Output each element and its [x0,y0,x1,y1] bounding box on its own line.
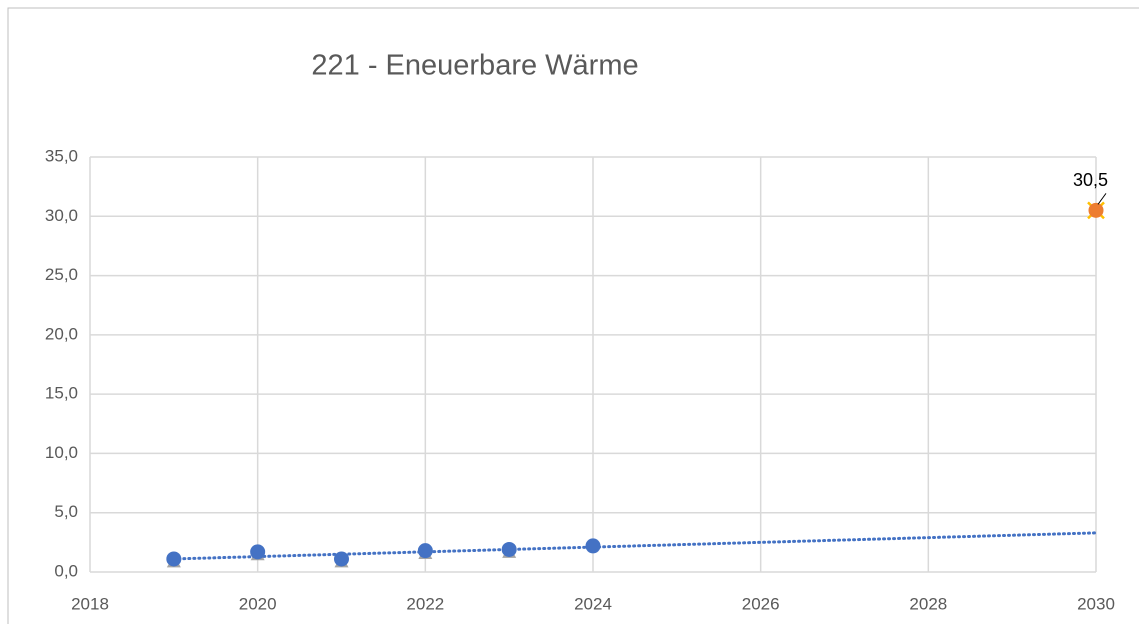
y-tick-label: 30,0 [45,206,78,225]
trend-line [172,531,1098,561]
point [334,551,349,567]
y-tick-label: 10,0 [45,443,78,462]
label-leader [1097,193,1107,205]
y-tick-label: 25,0 [45,265,78,284]
y-tick-label: 5,0 [54,502,78,521]
x-tick-label: 2026 [742,594,780,613]
x-tick-label: 2030 [1077,594,1115,613]
x-tick-label: 2018 [71,594,109,613]
x-tick-label: 2024 [574,594,612,613]
x-tick-label: 2020 [239,594,277,613]
point [1088,202,1104,218]
x-tick-label: 2028 [909,594,947,613]
x-tick-label: 2022 [406,594,444,613]
y-tick-label: 35,0 [45,146,78,165]
chart-title: 221 - Eneuerbare Wärme [311,50,638,82]
y-tick-label: 15,0 [45,384,78,403]
chart-border [7,7,1139,624]
y-tick-label: 20,0 [45,324,78,343]
data-label: 30,5 [1073,170,1108,190]
y-tick-label: 0,0 [54,561,78,580]
